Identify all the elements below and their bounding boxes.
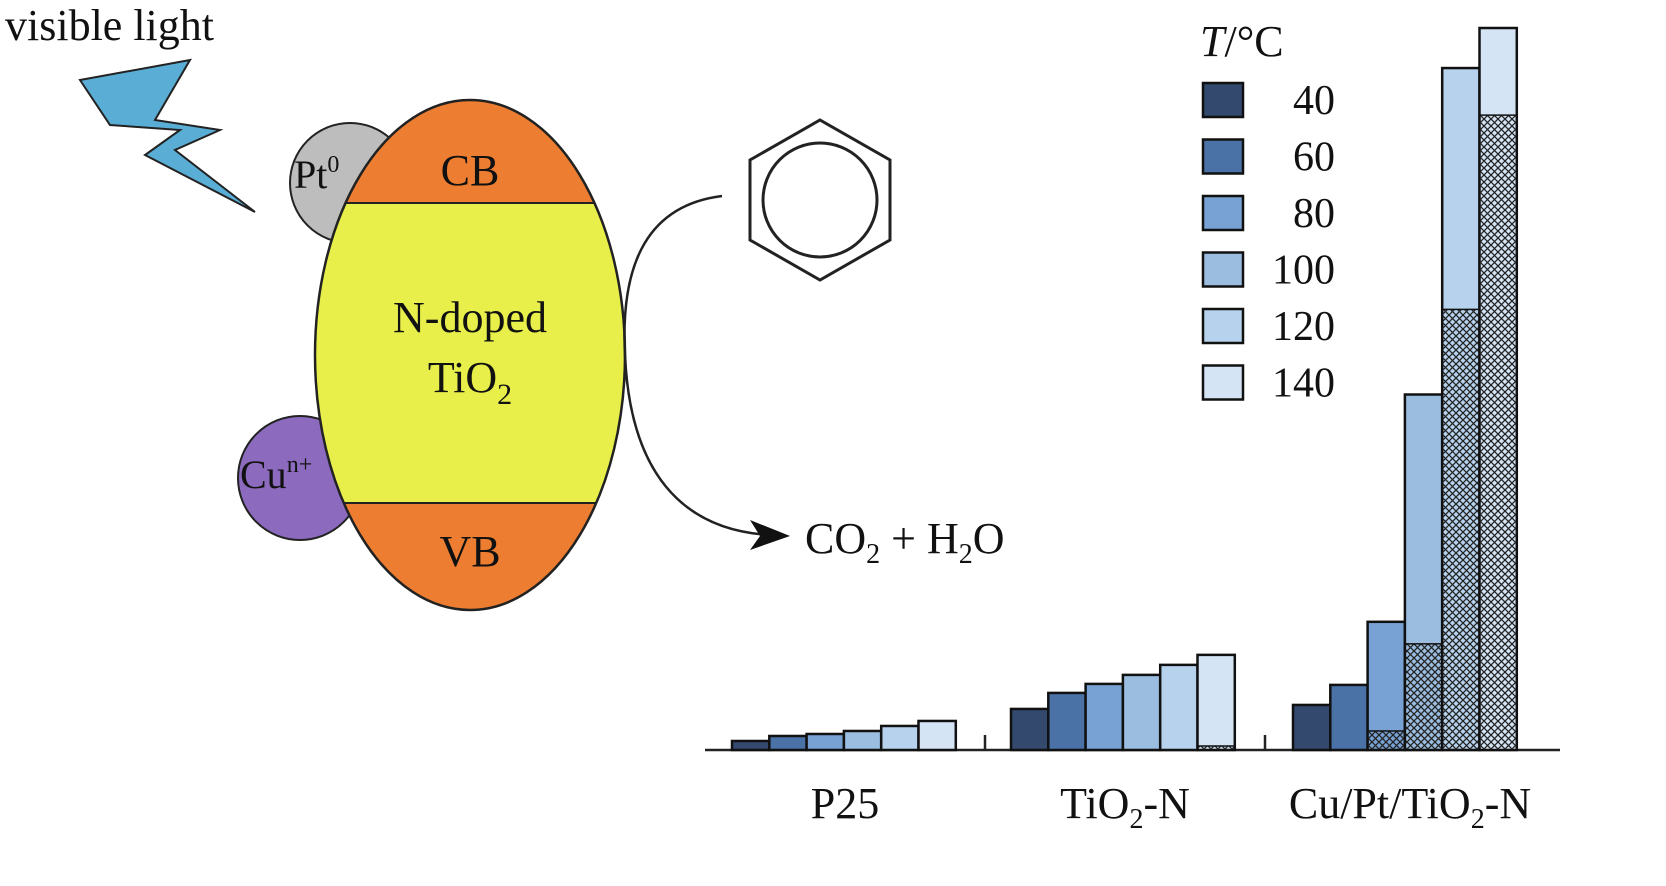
pt-label: Pt0 (294, 152, 339, 197)
product-label: CO2 + H2O (805, 514, 1005, 570)
bar-TiO2-N-80 (1084, 682, 1125, 752)
legend-swatch (1201, 138, 1245, 175)
catalyst-label-line2: TiO2 (428, 353, 512, 411)
bar-P25-60 (768, 734, 808, 752)
hatched-segment-TiO2-N-140 (1196, 745, 1236, 751)
benzene-ring-icon (748, 118, 892, 282)
reaction-arrow (623, 194, 771, 537)
hatched-segment-Cu/Pt/TiO2-N-120 (1441, 308, 1481, 751)
hatched-segment-Cu/Pt/TiO2-N-140 (1478, 114, 1518, 751)
legend-label: 100 (1272, 248, 1335, 294)
catalyst-label-line1: N-doped (393, 293, 547, 342)
bar-P25-100 (842, 729, 883, 752)
bar-P25-80 (805, 732, 846, 752)
legend-swatch (1201, 364, 1245, 401)
legend-label: 60 (1293, 135, 1335, 181)
bar-TiO2-N-140 (1196, 653, 1237, 752)
bar-P25-140 (917, 719, 958, 752)
arrowhead-icon (750, 520, 790, 550)
visible-light-label: visible light (5, 1, 214, 50)
legend-swatch (1201, 194, 1245, 232)
x-tick-label: TiO2-N (1060, 779, 1190, 835)
hatched-segment-Cu/Pt/TiO2-N-100 (1404, 643, 1443, 751)
legend-label: 140 (1272, 361, 1335, 407)
bar-Cu/Pt/TiO2-N-60 (1329, 683, 1369, 752)
bar-TiO2-N-100 (1121, 673, 1162, 752)
hatched-segment-Cu/Pt/TiO2-N-80 (1366, 730, 1406, 751)
x-tick-label: P25 (811, 779, 879, 828)
legend-label: 40 (1293, 78, 1335, 124)
bar-P25-120 (879, 724, 920, 752)
legend-label: 80 (1293, 191, 1335, 237)
bar-TiO2-N-120 (1158, 663, 1199, 752)
cb-label: CB (441, 146, 500, 195)
vb-label: VB (439, 527, 500, 576)
lightning-bolt-icon (78, 58, 256, 213)
legend-swatch (1201, 307, 1245, 345)
legend-swatch (1201, 81, 1245, 119)
benzene-aromatic-circle (761, 141, 879, 259)
legend: 40 60 80 100 120 140 (1201, 78, 1335, 407)
bar-chart: P25 TiO2-N Cu/Pt/TiO2-N T/°C 40 60 80 100 12… (705, 17, 1560, 835)
bar-TiO2-N-40 (1009, 707, 1050, 752)
legend-swatch (1201, 251, 1245, 288)
cu-label: Cun+ (240, 452, 312, 497)
bar-Cu/Pt/TiO2-N-40 (1291, 703, 1332, 752)
bar-TiO2-N-60 (1047, 691, 1087, 752)
x-tick-label: Cu/Pt/TiO2-N (1289, 779, 1531, 835)
bar-P25-40 (730, 739, 771, 752)
legend-title: T/°C (1200, 17, 1284, 66)
legend-label: 120 (1272, 304, 1335, 350)
